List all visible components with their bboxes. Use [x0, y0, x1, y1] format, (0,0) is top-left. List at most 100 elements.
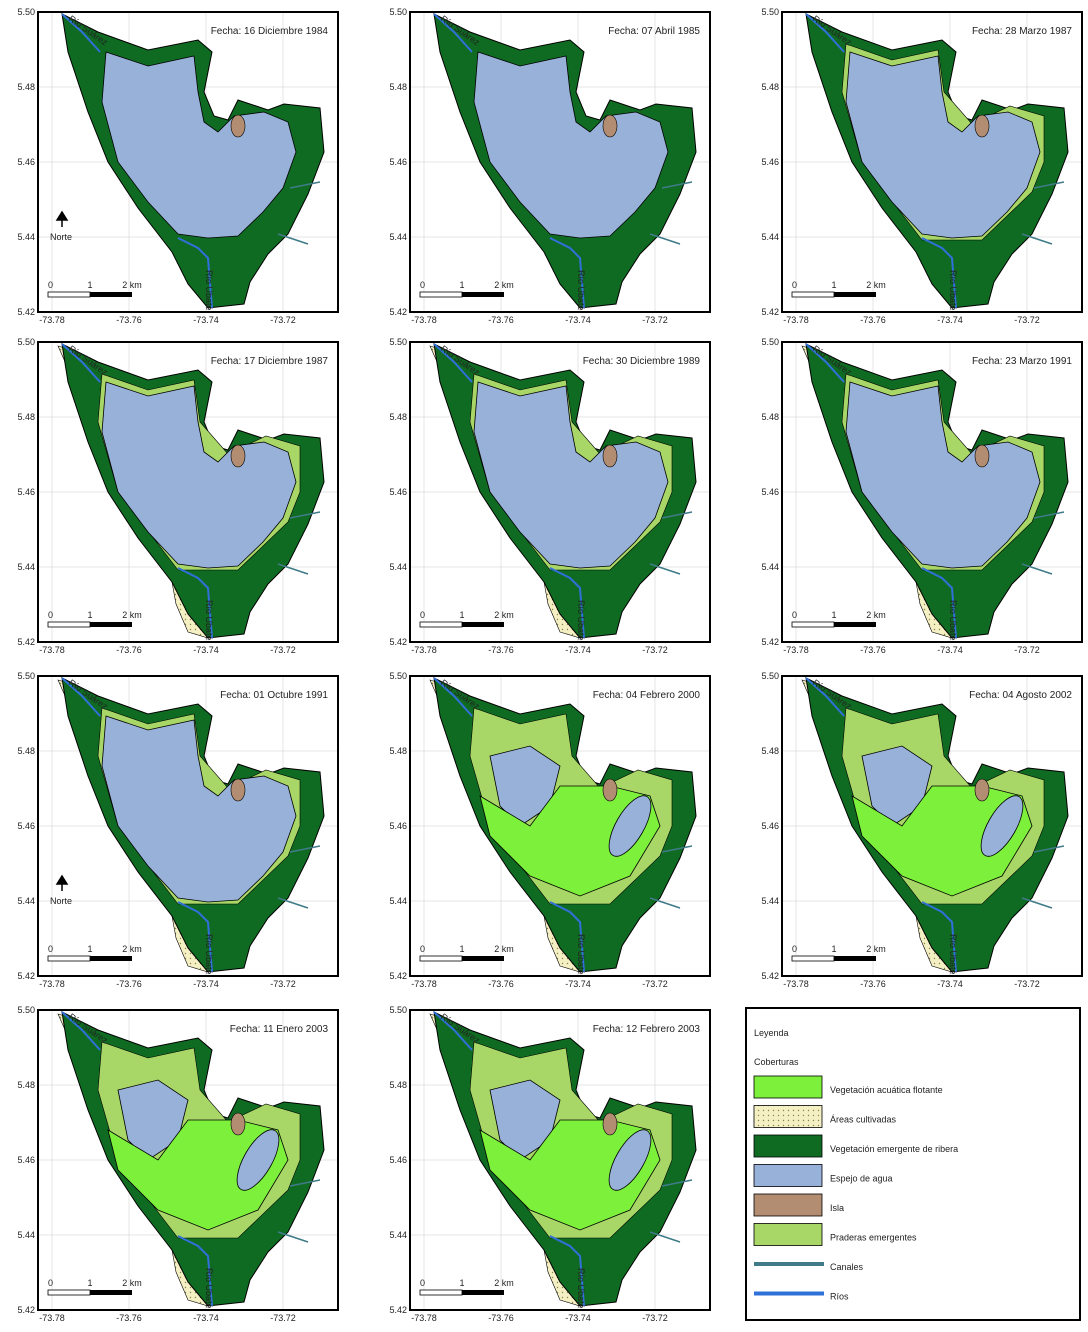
lat-tick-label: 5.48: [761, 746, 779, 756]
lon-tick-label: -73.74: [937, 645, 963, 655]
scale-label: 1: [459, 610, 464, 620]
lat-tick-label: 5.50: [17, 337, 35, 347]
lat-tick-label: 5.46: [17, 487, 35, 497]
scale-bar: [48, 1290, 90, 1295]
lat-tick-label: 5.44: [761, 232, 779, 242]
lat-tick-label: 5.44: [17, 1230, 35, 1240]
island: [603, 779, 617, 801]
lat-tick-label: 5.48: [761, 82, 779, 92]
lon-tick-label: -73.74: [565, 1313, 591, 1323]
river-label: Río Ubaté: [576, 1268, 586, 1309]
lat-tick-label: 5.44: [17, 896, 35, 906]
scale-bar: [792, 956, 834, 961]
lat-tick-label: 5.42: [17, 637, 35, 647]
island: [603, 445, 617, 467]
scale-label: 2 km: [122, 610, 142, 620]
lon-tick-label: -73.78: [39, 645, 65, 655]
lon-tick-label: -73.72: [1014, 645, 1040, 655]
date-label: Fecha: 11 Enero 2003: [230, 1024, 329, 1035]
lon-tick-label: -73.78: [411, 1313, 437, 1323]
lon-tick-label: -73.76: [116, 979, 142, 989]
scale-bar: [48, 956, 90, 961]
lat-tick-label: 5.48: [389, 82, 407, 92]
scale-bar: [420, 622, 462, 627]
lat-tick-label: 5.48: [17, 1080, 35, 1090]
lon-tick-label: -73.74: [937, 315, 963, 325]
scale-bar: [834, 292, 876, 297]
lat-tick-label: 5.50: [761, 671, 779, 681]
figure: Río SuárezRío UbatéFecha: 16 Diciembre 1…: [0, 0, 1088, 1332]
lat-tick-label: 5.48: [389, 412, 407, 422]
date-label: Fecha: 23 Marzo 1991: [972, 356, 1072, 367]
lon-tick-label: -73.76: [488, 645, 514, 655]
date-label: Fecha: 17 Diciembre 1987: [211, 356, 329, 367]
island: [231, 115, 245, 137]
scale-bar: [420, 956, 462, 961]
scale-label: 1: [87, 610, 92, 620]
scale-label: 0: [792, 944, 797, 954]
lat-tick-label: 5.46: [761, 157, 779, 167]
lat-tick-label: 5.42: [389, 1305, 407, 1315]
scale-bar: [48, 292, 90, 297]
lat-tick-label: 5.46: [17, 1155, 35, 1165]
scale-label: 2 km: [866, 610, 886, 620]
lon-tick-label: -73.74: [937, 979, 963, 989]
lat-tick-label: 5.44: [389, 232, 407, 242]
legend-swatch: [754, 1224, 822, 1246]
lon-tick-label: -73.72: [270, 1313, 296, 1323]
scale-label: 1: [87, 944, 92, 954]
lat-tick-label: 5.42: [17, 307, 35, 317]
scale-bar: [462, 292, 504, 297]
lon-tick-label: -73.72: [1014, 979, 1040, 989]
scale-label: 0: [48, 610, 53, 620]
lon-tick-label: -73.78: [411, 645, 437, 655]
scale-bar: [48, 622, 90, 627]
north-label: Norte: [50, 896, 72, 906]
date-label: Fecha: 01 Octubre 1991: [220, 690, 328, 701]
island: [603, 115, 617, 137]
lon-tick-label: -73.74: [193, 315, 219, 325]
island: [975, 779, 989, 801]
scale-label: 2 km: [494, 1278, 514, 1288]
scale-label: 0: [48, 944, 53, 954]
scale-bar: [834, 622, 876, 627]
lon-tick-label: -73.78: [411, 315, 437, 325]
scale-bar: [90, 622, 132, 627]
map-panel: Río SuárezRío UbatéFecha: 01 Octubre 199…: [17, 671, 338, 989]
island: [231, 445, 245, 467]
map-panel: Río SuárezRío UbatéFecha: 12 Febrero 200…: [389, 1005, 710, 1323]
lat-tick-label: 5.50: [389, 1005, 407, 1015]
lat-tick-label: 5.42: [17, 1305, 35, 1315]
scale-label: 1: [87, 280, 92, 290]
lat-tick-label: 5.48: [17, 412, 35, 422]
lat-tick-label: 5.50: [761, 7, 779, 17]
river-label: Río Ubaté: [204, 1268, 214, 1309]
lat-tick-label: 5.44: [389, 896, 407, 906]
lat-tick-label: 5.46: [389, 1155, 407, 1165]
river-label: Río Ubaté: [948, 600, 958, 641]
scale-label: 0: [420, 610, 425, 620]
legend-label: Isla: [830, 1203, 844, 1213]
lat-tick-label: 5.42: [761, 307, 779, 317]
scale-label: 2 km: [494, 944, 514, 954]
scale-bar: [834, 956, 876, 961]
scale-label: 1: [459, 1278, 464, 1288]
scale-bar: [90, 1290, 132, 1295]
lon-tick-label: -73.78: [39, 979, 65, 989]
scale-label: 1: [831, 280, 836, 290]
lat-tick-label: 5.46: [389, 157, 407, 167]
scale-bar: [792, 292, 834, 297]
lat-tick-label: 5.44: [761, 896, 779, 906]
river-label: Río Ubaté: [204, 270, 214, 311]
river-label: Río Ubaté: [576, 934, 586, 975]
lat-tick-label: 5.42: [761, 971, 779, 981]
legend-label: Canales: [830, 1262, 864, 1272]
lon-tick-label: -73.72: [270, 979, 296, 989]
lon-tick-label: -73.72: [642, 1313, 668, 1323]
lat-tick-label: 5.42: [17, 971, 35, 981]
scale-label: 0: [420, 1278, 425, 1288]
scale-label: 0: [420, 280, 425, 290]
legend-swatch: [754, 1106, 822, 1128]
